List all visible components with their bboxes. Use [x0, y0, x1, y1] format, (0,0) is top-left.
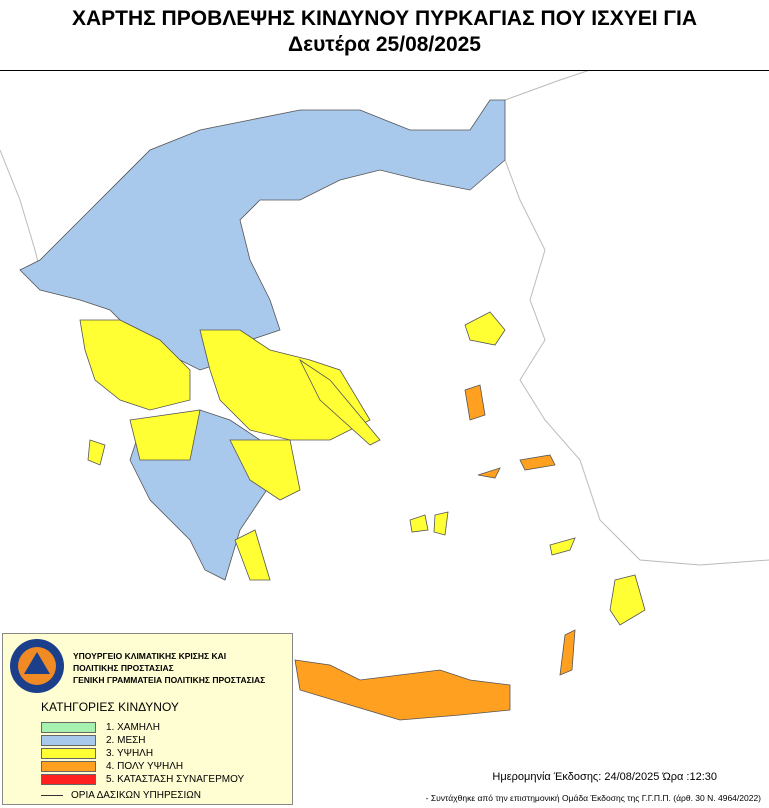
region-high-central: [199, 329, 371, 441]
legend-label: 2. ΜΕΣΗ: [106, 735, 146, 746]
legend-box: ΥΠΟΥΡΓΕΙΟ ΚΛΙΜΑΤΙΚΗΣ ΚΡΙΣΗΣ ΚΑΙ ΠΟΛΙΤΙΚΗ…: [2, 633, 293, 805]
title-date: Δευτέρα 25/08/2025: [288, 33, 481, 56]
legend-label: 1. ΧΑΜΗΛΗ: [106, 722, 160, 733]
region-high-cyclades-2: [433, 511, 449, 536]
region-high-laconia: [234, 529, 271, 581]
org-line: ΓΕΝΙΚΗ ΓΡΑΜΜΑΤΕΙΑ ΠΟΛΙΤΙΚΗΣ ΠΡΟΣΤΑΣΙΑΣ: [73, 675, 266, 685]
albania-border: [0, 149, 41, 271]
region-very-high-samos: [519, 454, 556, 471]
issue-date: Ημερομηνία Έκδοσης: 24/08/2025 Ώρα :12:3…: [492, 771, 717, 783]
map-title: ΧΑΡΤΗΣ ΠΡΟΒΛΕΨΗΣ ΚΙΝΔΥΝΟΥ ΠΥΡΚΑΓΙΑΣ ΠΟΥ …: [0, 6, 769, 58]
region-very-high-crete: [294, 659, 511, 721]
region-high-achaia: [129, 409, 201, 461]
legend-item-high: 3. ΥΨΗΛΗ: [41, 748, 153, 759]
legend-boundary: ΟΡΙΑ ΔΑΣΙΚΩΝ ΥΠΗΡΕΣΙΩΝ: [41, 790, 201, 801]
legend-title: ΚΑΤΗΓΟΡΙΕΣ ΚΙΝΔΥΝΟΥ: [41, 700, 179, 714]
turkey-border: [504, 71, 589, 101]
civil-protection-logo-icon: [10, 639, 64, 693]
swatch: [41, 761, 96, 772]
divider: [0, 70, 769, 71]
org-line: ΥΠΟΥΡΓΕΙΟ ΚΛΙΜΑΤΙΚΗΣ ΚΡΙΣΗΣ ΚΑΙ: [73, 651, 227, 661]
swatch: [41, 735, 96, 746]
neighbor-borders: [0, 71, 769, 566]
legend-label: ΟΡΙΑ ΔΑΣΙΚΩΝ ΥΠΗΡΕΣΙΩΝ: [71, 790, 201, 801]
swatch: [41, 748, 96, 759]
greece-map: [0, 71, 769, 721]
region-very-high-ikaria: [477, 467, 501, 479]
footer-note: - Συντάχθηκε από την επιστημονική Ομάδα …: [425, 793, 761, 803]
swatch: [41, 774, 96, 785]
legend-item-alert: 5. ΚΑΤΑΣΤΑΣΗ ΣΥΝΑΓΕΡΜΟΥ: [41, 774, 244, 785]
legend-label: 3. ΥΨΗΛΗ: [106, 748, 154, 759]
legend-label: 5. ΚΑΤΑΣΤΑΣΗ ΣΥΝΑΓΕΡΜΟΥ: [106, 774, 245, 785]
region-high-evia: [298, 358, 381, 446]
legend-label: 4. ΠΟΛΥ ΥΨΗΛΗ: [106, 761, 184, 772]
region-high-west: [79, 319, 191, 411]
legend-item-very-high: 4. ΠΟΛΥ ΥΨΗΛΗ: [41, 761, 183, 772]
region-high-dodecanese: [549, 537, 576, 556]
region-very-high-chios: [464, 384, 486, 421]
boundary-line-icon: [41, 794, 63, 797]
org-line: ΠΟΛΙΤΙΚΗΣ ΠΡΟΣΤΑΣΙΑΣ: [73, 663, 174, 673]
region-high-rhodes: [609, 574, 646, 626]
region-high-kefalonia: [87, 439, 106, 466]
title-line: ΧΑΡΤΗΣ ΠΡΟΒΛΕΨΗΣ ΚΙΝΔΥΝΟΥ ΠΥΡΚΑΓΙΑΣ ΠΟΥ …: [71, 7, 698, 30]
region-very-high-karpathos: [559, 629, 576, 676]
organization-name: ΥΠΟΥΡΓΕΙΟ ΚΛΙΜΑΤΙΚΗΣ ΚΡΙΣΗΣ ΚΑΙ ΠΟΛΙΤΙΚΗ…: [73, 650, 265, 686]
swatch: [41, 722, 96, 733]
region-high-lesvos: [464, 311, 506, 346]
region-high-argolis: [229, 439, 301, 501]
legend-item-low: 1. ΧΑΜΗΛΗ: [41, 722, 160, 733]
legend-item-medium: 2. ΜΕΣΗ: [41, 735, 146, 746]
region-high-cyclades-1: [409, 514, 429, 533]
turkey-coast: [504, 159, 769, 566]
